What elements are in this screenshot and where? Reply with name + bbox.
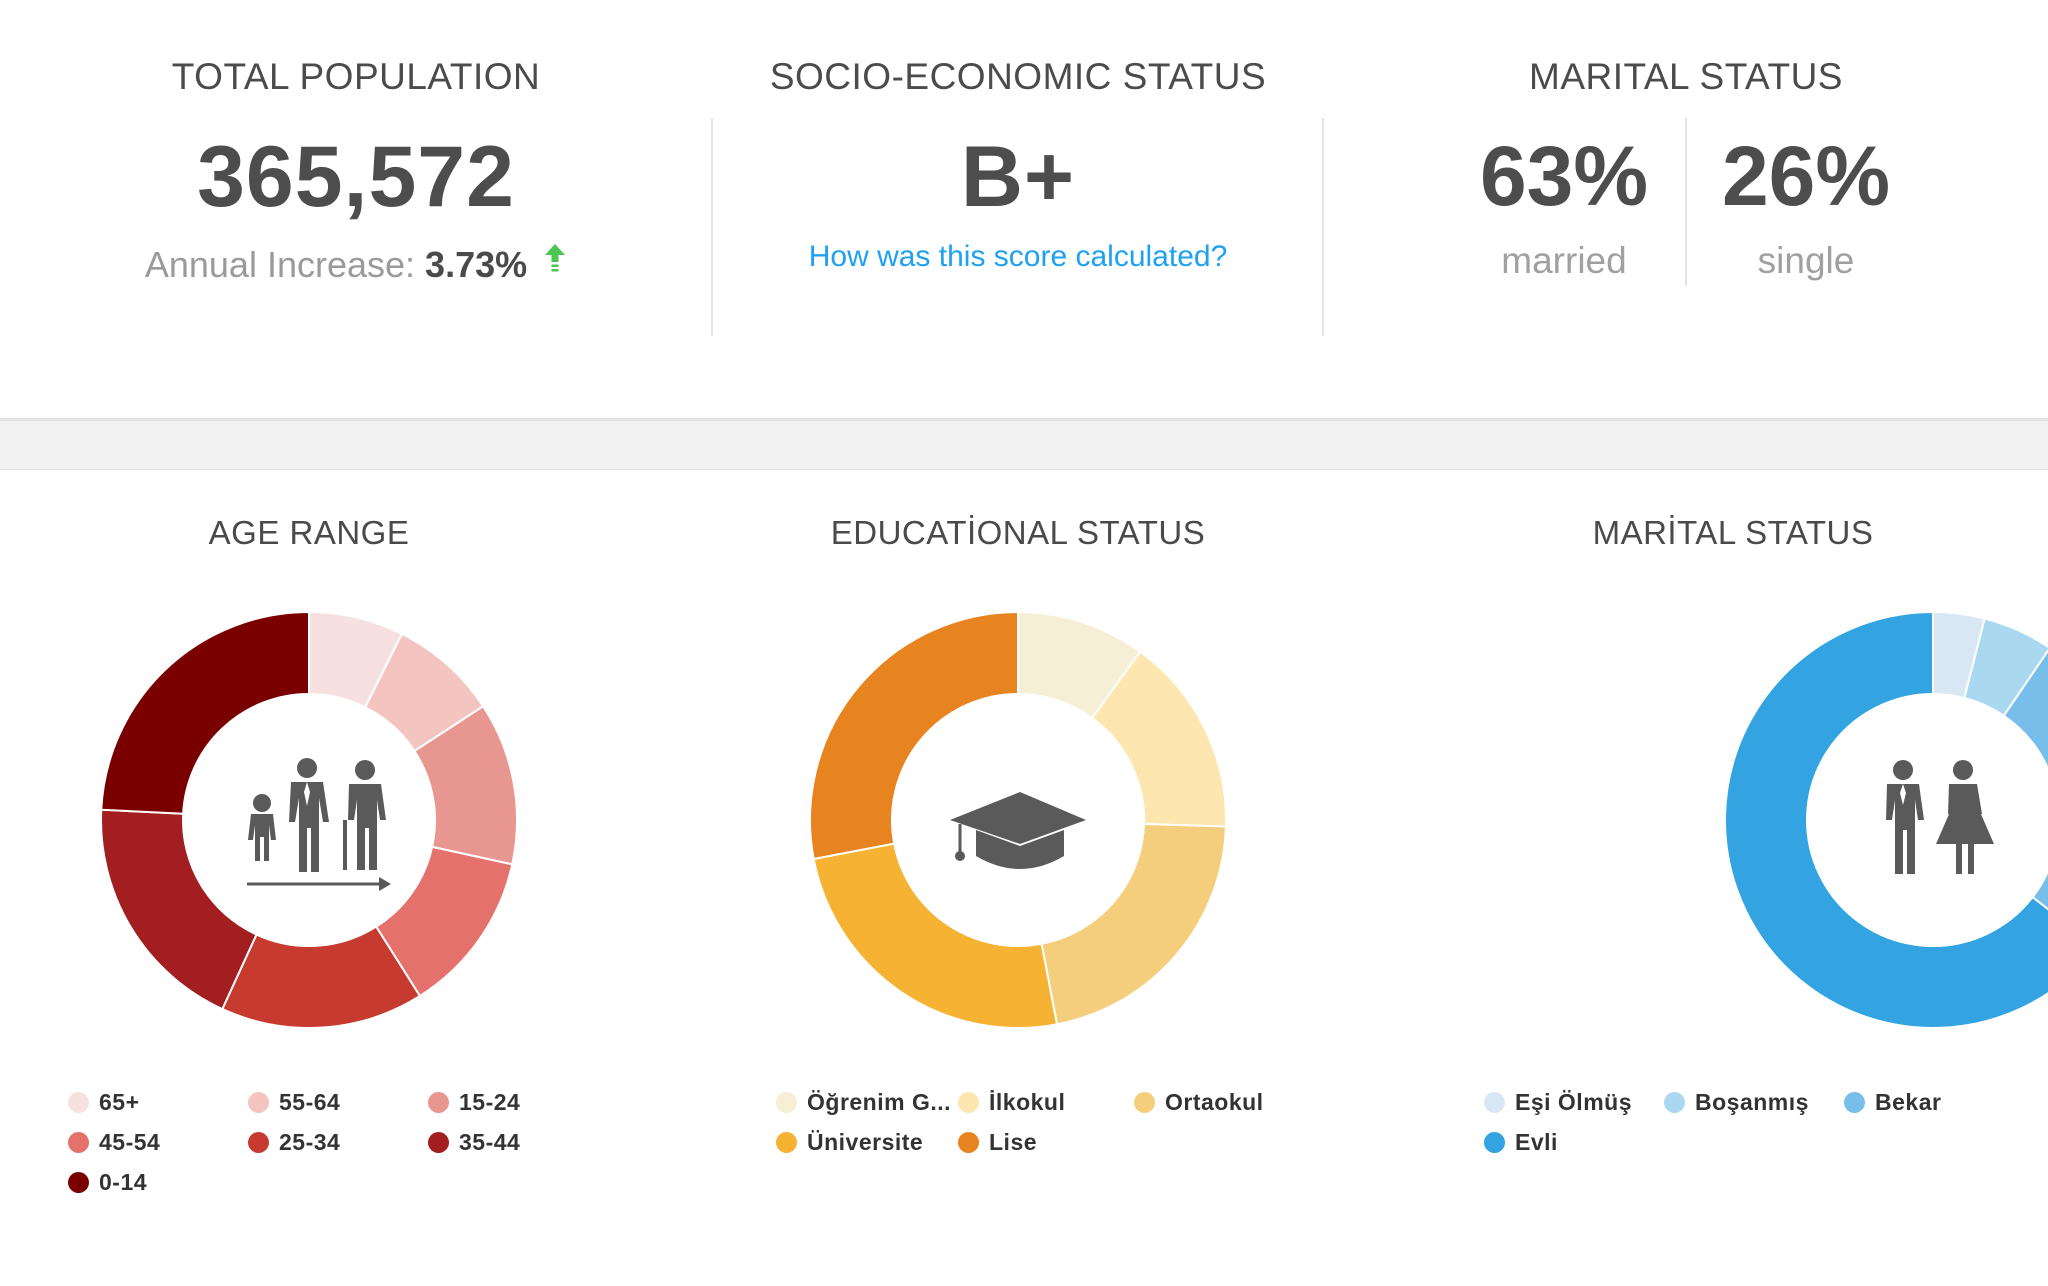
total-population-title: TOTAL POPULATION	[171, 56, 541, 97]
legend-label: Üniversite	[807, 1128, 924, 1155]
total-population-card: TOTAL POPULATION 365,572 Annual Increase…	[0, 0, 712, 418]
graduation-cap-icon	[950, 792, 1086, 869]
legend-item[interactable]: 35-44	[428, 1124, 520, 1160]
legend-item[interactable]: 0-14	[68, 1164, 147, 1200]
marital-status-card: MARITAL STATUS 63% married 26% single	[1324, 0, 2048, 418]
legend-swatch	[776, 1131, 797, 1153]
legend-label: Lise	[989, 1128, 1038, 1155]
legend-item[interactable]: 15-24	[428, 1084, 520, 1120]
legend-swatch	[1134, 1091, 1155, 1113]
marital-status-title: MARITAL STATUS	[1529, 56, 1843, 97]
legend-item[interactable]: Öğrenim G...	[776, 1084, 951, 1120]
score-calculation-link[interactable]: How was this score calculated?	[808, 240, 1228, 273]
single-value: 26%	[1721, 129, 1891, 223]
annual-increase: Annual Increase: 3.73%	[0, 240, 712, 286]
legend-label: Ortaokul	[1165, 1088, 1264, 1115]
legend-item[interactable]: 65+	[68, 1084, 140, 1120]
legend-item[interactable]: Bekar	[1844, 1084, 1941, 1120]
total-population-value: 365,572	[197, 129, 515, 225]
annual-increase-label: Annual Increase:	[144, 244, 416, 285]
educational-status-donut-chart	[809, 610, 1227, 1029]
legend-item[interactable]: 25-34	[248, 1124, 340, 1160]
educational-status-panel: EDUCATİONAL STATUS Öğrenim G... İlkokul Or…	[618, 470, 1418, 1286]
legend-swatch	[248, 1131, 269, 1153]
marital-status-donut-chart	[1724, 610, 2048, 1029]
single-label: single	[1757, 240, 1855, 281]
legend-label: Öğrenim G...	[807, 1088, 952, 1115]
legend-swatch	[1844, 1091, 1865, 1113]
legend-item[interactable]: 55-64	[248, 1084, 340, 1120]
donut-slice-35-44[interactable]	[100, 808, 258, 1011]
legend-label: 15-24	[459, 1088, 521, 1115]
donut-slice--niversite[interactable]	[812, 842, 1059, 1029]
legend-swatch	[958, 1131, 979, 1153]
summary-stats: TOTAL POPULATION 365,572 Annual Increase…	[0, 0, 2048, 418]
legend-swatch	[428, 1131, 449, 1153]
legend-label: 55-64	[279, 1088, 341, 1115]
legend-item[interactable]: Ortaokul	[1134, 1084, 1264, 1120]
legend-item[interactable]: Üniversite	[776, 1124, 923, 1160]
legend-swatch	[1484, 1091, 1505, 1113]
legend-label: İlkokul	[989, 1088, 1066, 1115]
legend-item[interactable]: İlkokul	[958, 1084, 1065, 1120]
legend-label: 25-34	[279, 1128, 341, 1155]
legend-label: Evli	[1515, 1128, 1558, 1155]
legend-swatch	[68, 1091, 89, 1113]
legend-label: 0-14	[99, 1168, 148, 1195]
educational-status-title: EDUCATİONAL STATUS	[830, 514, 1206, 551]
legend-swatch	[428, 1091, 449, 1113]
donut-slice-ortaokul[interactable]	[1040, 822, 1227, 1026]
legend-label: 65+	[99, 1088, 140, 1115]
socio-economic-value: B+	[960, 129, 1076, 225]
legend-item[interactable]: Lise	[958, 1124, 1037, 1160]
married-label: married	[1501, 240, 1627, 281]
legend-label: Boşanmış	[1695, 1088, 1809, 1115]
legend-swatch	[776, 1091, 797, 1113]
couple-icon	[1886, 760, 1994, 874]
donut-slice-lise[interactable]	[809, 610, 1019, 861]
donut-slice-0-14[interactable]	[100, 610, 310, 815]
marital-divider	[1685, 118, 1687, 286]
legend-swatch	[1664, 1091, 1685, 1113]
legend-swatch	[68, 1131, 89, 1153]
socio-economic-card: SOCIO-ECONOMIC STATUS B+ How was this sc…	[712, 0, 1324, 418]
section-separator	[0, 418, 2048, 470]
age-range-title: AGE RANGE	[208, 514, 410, 551]
legend-label: Eşi Ölmüş	[1515, 1088, 1632, 1115]
age-range-panel: AGE RANGE 65+ 55-64 15-24 45-54 25-34 35-44 0-…	[0, 470, 618, 1286]
legend-label: 45-54	[99, 1128, 161, 1155]
family-age-icon	[247, 758, 391, 891]
legend-swatch	[1484, 1131, 1505, 1153]
legend-label: Bekar	[1875, 1088, 1942, 1115]
legend-swatch	[958, 1091, 979, 1113]
legend-item[interactable]: Boşanmış	[1664, 1084, 1809, 1120]
legend-item[interactable]: 45-54	[68, 1124, 160, 1160]
legend-label: 35-44	[459, 1128, 521, 1155]
age-range-donut-chart	[100, 610, 518, 1029]
annual-increase-value: 3.73%	[425, 244, 528, 285]
legend-item[interactable]: Eşi Ölmüş	[1484, 1084, 1632, 1120]
legend-item[interactable]: Evli	[1484, 1124, 1558, 1160]
marital-status-chart-title: MARİTAL STATUS	[1592, 514, 1874, 551]
married-value: 63%	[1479, 129, 1649, 223]
marital-status-panel: MARİTAL STATUS Eşi Ölmüş Boşanmış Bekar Evl…	[1418, 470, 2048, 1286]
stat-divider	[1322, 118, 1324, 336]
donut-slice-evli[interactable]	[1724, 610, 2048, 1029]
arrow-up-icon	[543, 240, 567, 282]
socio-economic-title: SOCIO-ECONOMIC STATUS	[769, 56, 1267, 97]
legend-swatch	[68, 1171, 89, 1193]
stat-divider	[711, 118, 713, 336]
legend-swatch	[248, 1091, 269, 1113]
